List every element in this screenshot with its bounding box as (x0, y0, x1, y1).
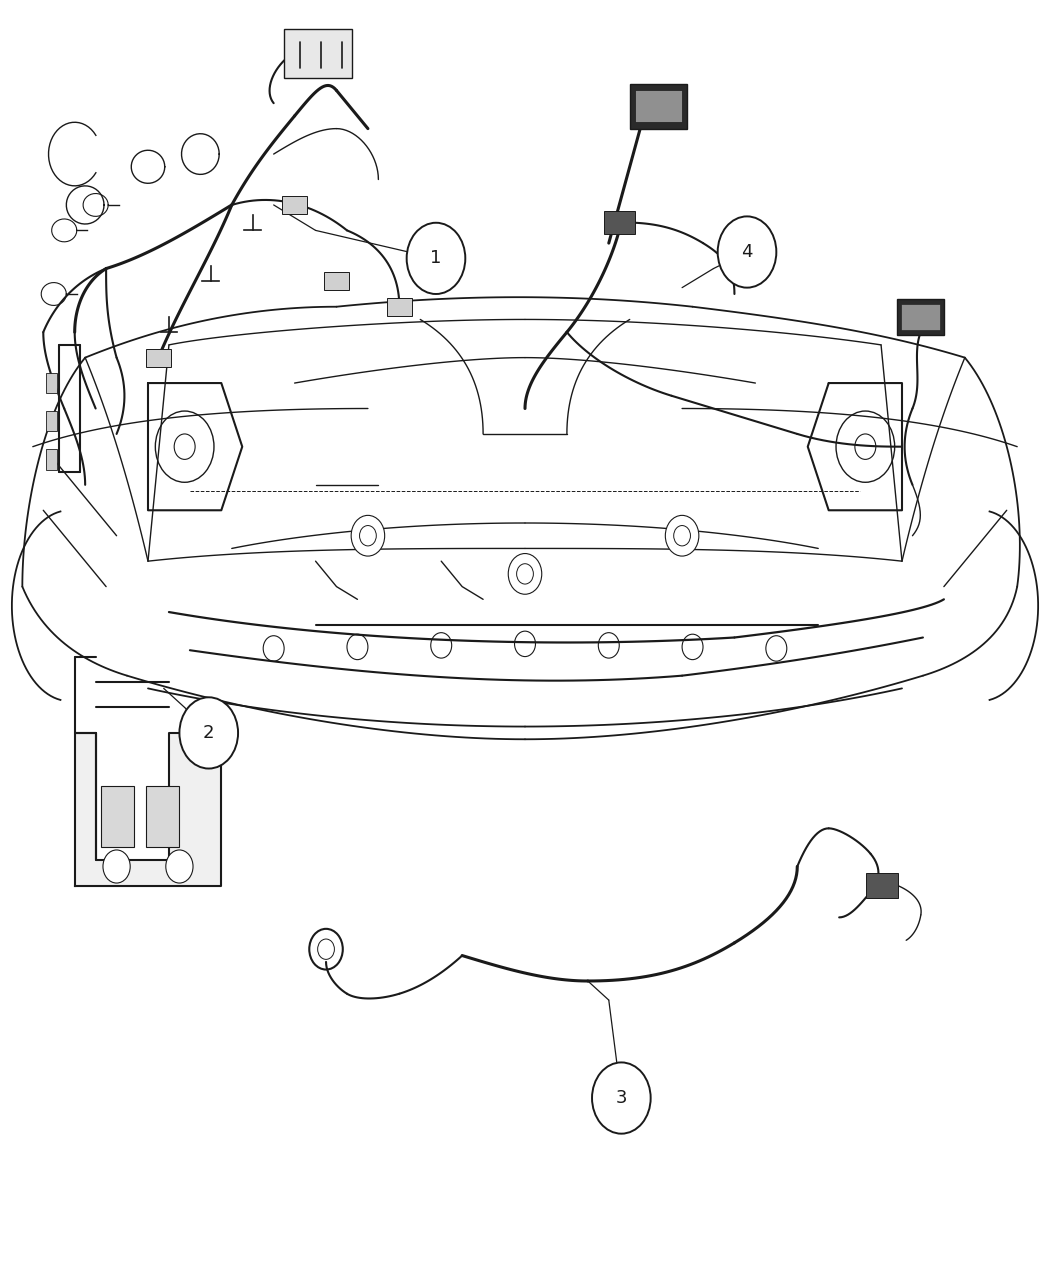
Bar (46, 372, 57, 393)
Circle shape (718, 217, 776, 288)
Text: 4: 4 (741, 244, 753, 261)
Bar (604, 212, 635, 235)
Bar (46, 449, 57, 469)
Bar (324, 273, 349, 291)
Circle shape (592, 1062, 651, 1133)
Bar (282, 196, 308, 214)
Text: 2: 2 (203, 724, 214, 742)
Bar (630, 84, 688, 129)
Circle shape (666, 515, 699, 556)
Circle shape (166, 850, 193, 884)
Circle shape (406, 223, 465, 295)
Bar (635, 91, 682, 122)
Bar (146, 348, 171, 366)
Bar (46, 411, 57, 431)
Circle shape (103, 850, 130, 884)
Bar (101, 787, 134, 848)
Circle shape (351, 515, 384, 556)
Bar (897, 300, 944, 335)
Text: 3: 3 (615, 1089, 627, 1107)
Bar (866, 873, 898, 899)
Circle shape (180, 697, 238, 769)
Bar (386, 298, 412, 316)
Text: 1: 1 (430, 250, 442, 268)
Polygon shape (75, 733, 222, 886)
Bar (146, 787, 180, 848)
Circle shape (508, 553, 542, 594)
Bar (901, 305, 940, 330)
Bar (285, 29, 352, 78)
